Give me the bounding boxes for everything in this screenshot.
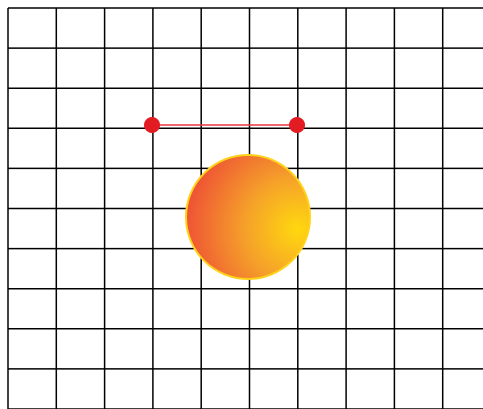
segment-endpoint-left[interactable] [144, 117, 160, 133]
ball[interactable] [185, 154, 311, 280]
segment-endpoint-right[interactable] [289, 117, 305, 133]
